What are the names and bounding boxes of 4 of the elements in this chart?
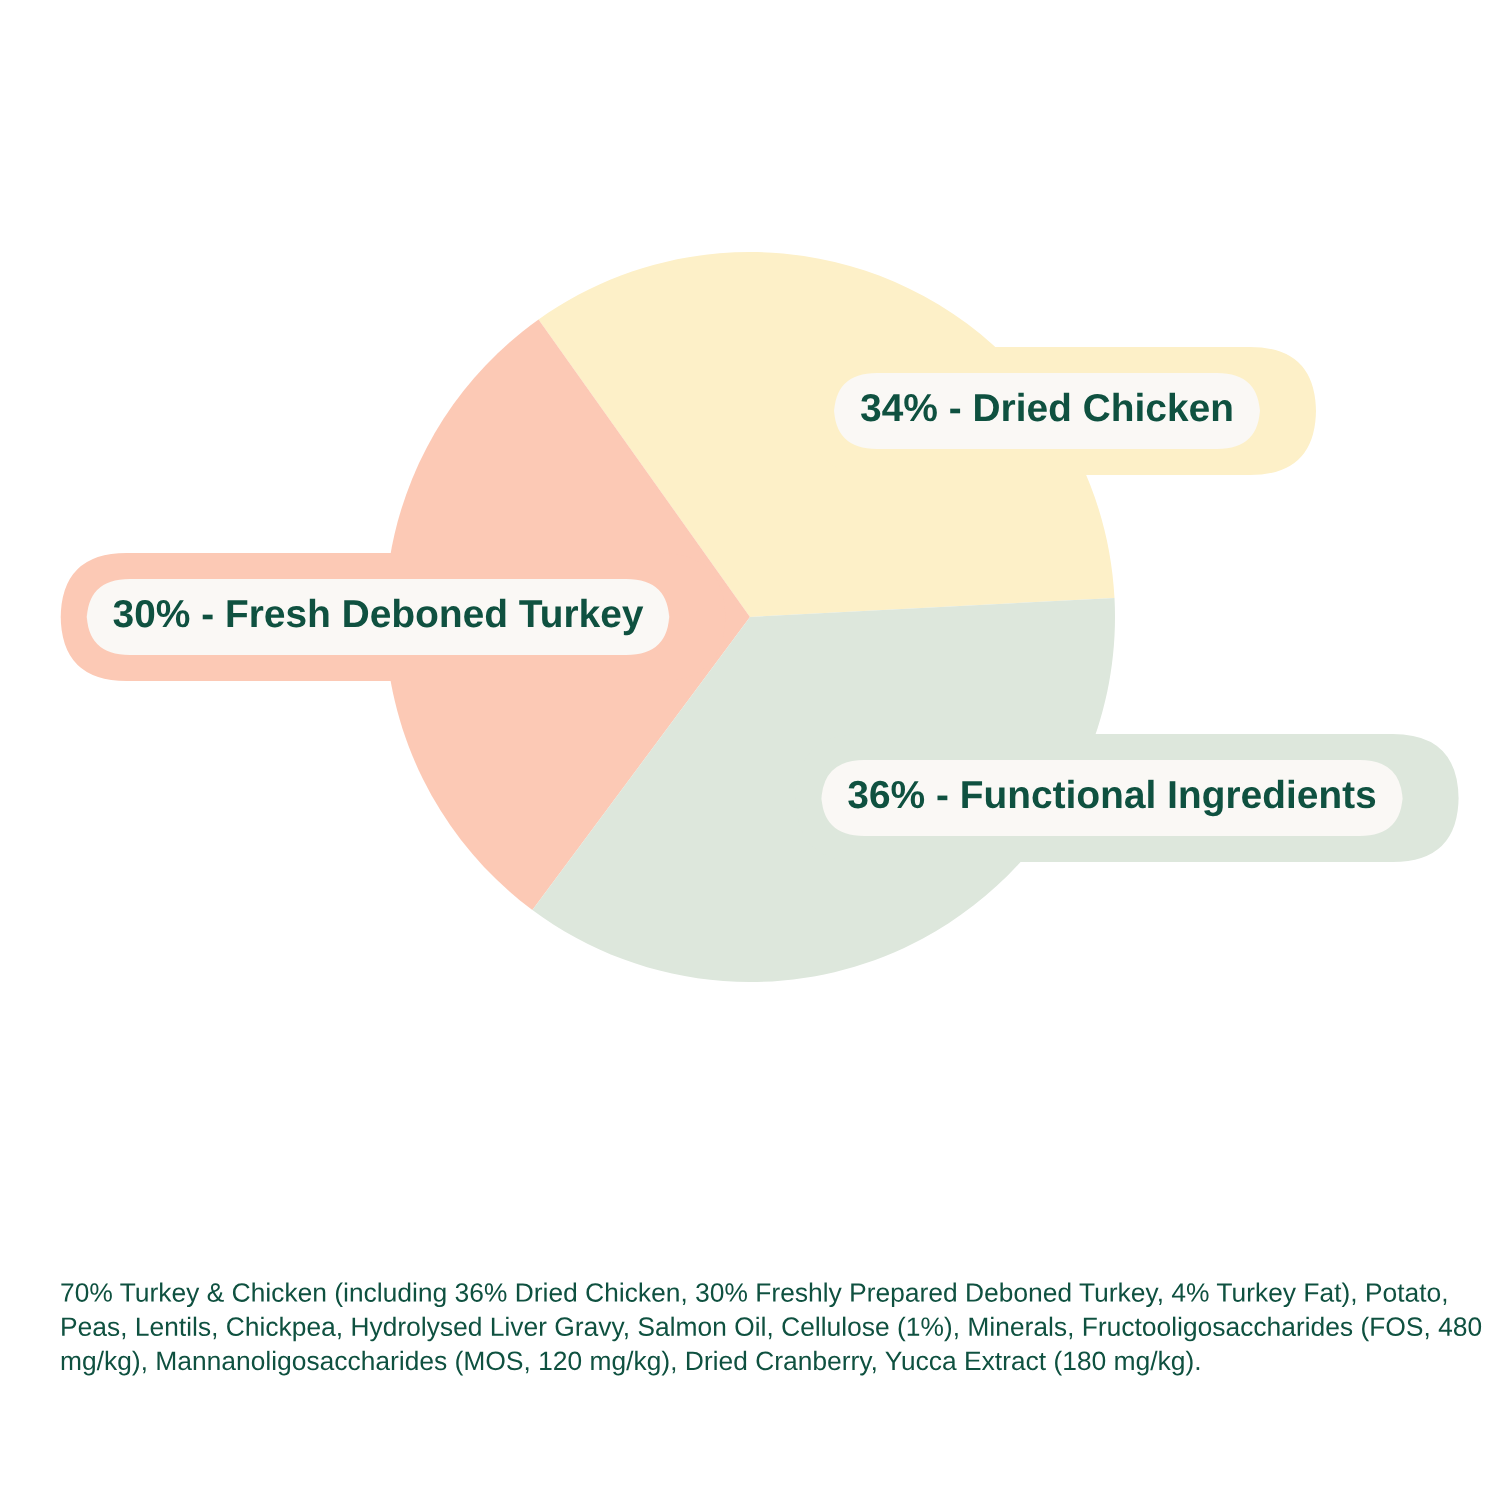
slice-label: 36% - Functional Ingredients [848,779,1376,817]
text: 70% Turkey & Chicken (including 36% Dried Chicken, 30% Freshly Prepared Deboned Turkey, 4% Turkey Fat), Potato, Peas, Lentils, Chickpea, Hydrolysed Liver Gravy, Salmon Oil, Cellulose (1%), Minerals, Fructooligosaccharides (FOS, 480 mg/kg), Mannanoligosaccharides (MOS, 120 mg/kg), Dried Cranberry, Yucca Extract (180 mg/kg). [61,1282,1482,1376]
slice-label: 30% - Fresh Deboned Turkey [113,598,644,636]
slice-label: 34% - Dried Chicken [860,392,1232,422]
